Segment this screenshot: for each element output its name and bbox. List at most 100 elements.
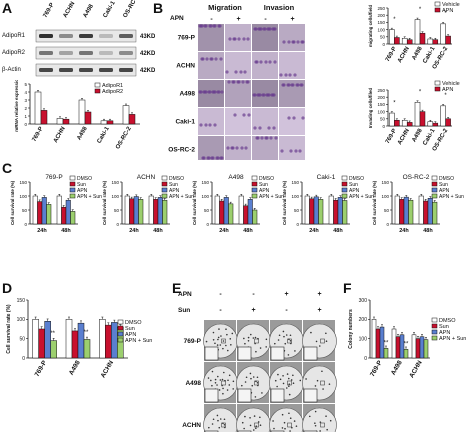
- bar: [84, 111, 92, 125]
- bar: [408, 199, 414, 225]
- zoom-inset: [237, 430, 252, 432]
- y-tick-label: 150: [17, 298, 26, 304]
- legend-swatch: [434, 86, 441, 92]
- cell-dot: [199, 123, 203, 127]
- bar: [418, 195, 424, 225]
- bar: [70, 211, 76, 225]
- legend-label: Vehicle: [442, 81, 460, 87]
- panel-label-b: B: [153, 0, 164, 16]
- y-tick-label: 0: [382, 124, 385, 129]
- colony-dot: [254, 336, 257, 339]
- colony-dot: [220, 335, 222, 337]
- colony-dot: [253, 415, 256, 417]
- cell-dot: [282, 40, 286, 44]
- colony-plate: [302, 407, 337, 432]
- legend-label: APN: [77, 188, 88, 194]
- colony-dot: [277, 373, 279, 376]
- colony-dot: [217, 419, 219, 422]
- category-label: 48h: [243, 228, 253, 234]
- zoom-region-box: [254, 422, 259, 428]
- bar: [65, 199, 71, 225]
- colony-dot: [217, 338, 219, 341]
- colony-dot: [281, 427, 284, 429]
- bar: [223, 197, 229, 225]
- colony-dot: [291, 426, 293, 429]
- colony-dot: [261, 392, 263, 394]
- colony-dot: [314, 410, 317, 413]
- bar: [44, 321, 51, 359]
- panel-b-invasion-chart: 0 50 100 150 200 250 Invading cells/filed 769-P…: [368, 80, 460, 152]
- cell-dot: [292, 40, 296, 44]
- category-label: ACHN: [100, 359, 116, 379]
- cell-dot: [239, 70, 243, 74]
- colony-dot: [255, 350, 257, 353]
- legend-swatch: [431, 175, 438, 181]
- legend-label: APN: [439, 188, 450, 194]
- micrograph-cell: [198, 136, 224, 160]
- cell-dot: [280, 149, 284, 153]
- bar: [40, 110, 48, 125]
- cell-dot: [273, 60, 277, 64]
- cell-dot: [219, 57, 223, 61]
- colony-dot: [211, 384, 213, 387]
- micrograph-cell: [225, 52, 251, 79]
- colony-dot: [292, 382, 295, 385]
- panel-label-f: F: [343, 280, 352, 296]
- zoom-region-box: [320, 422, 325, 428]
- bar: [247, 199, 253, 225]
- legend-swatch: [69, 193, 76, 199]
- cell-dot: [287, 83, 291, 87]
- sun-sign: +: [251, 307, 255, 314]
- legend-label: Sun: [125, 326, 135, 332]
- zoom-inset: [204, 346, 219, 361]
- legend-label: DMSO: [77, 176, 92, 182]
- y-tick-label: 150: [377, 102, 385, 107]
- y-tick-label: 200: [377, 13, 385, 18]
- cell-dot: [242, 113, 246, 117]
- y-axis-label: Cell survival rate (%): [372, 180, 377, 225]
- category-label: 769-P: [385, 128, 398, 145]
- blot-band: [79, 68, 93, 72]
- colony-dot: [283, 335, 285, 338]
- category-label: 24h: [309, 228, 319, 234]
- cell-dot: [264, 60, 268, 64]
- colony-dot: [243, 337, 245, 340]
- legend-label: DMSO: [259, 176, 274, 182]
- category-label: 24h: [399, 228, 409, 234]
- bar: [403, 196, 409, 225]
- y-tick-label: 50: [22, 208, 28, 213]
- colony-dot: [321, 370, 323, 373]
- y-tick-label: 50: [19, 336, 25, 342]
- cell-dot: [263, 27, 267, 31]
- cell-dot: [282, 83, 286, 87]
- y-axis-label: migrating cells/field: [368, 5, 373, 48]
- legend-label: DMSO: [439, 176, 454, 182]
- bar: [100, 120, 108, 125]
- cell-dot: [244, 146, 248, 150]
- y-tick-label: 0: [116, 222, 119, 227]
- cell-dot: [256, 136, 260, 140]
- micrograph-cell: [198, 80, 224, 107]
- apn-sign: +: [236, 16, 240, 23]
- lane-label: A498: [83, 3, 96, 19]
- legend-swatch: [341, 193, 348, 199]
- colony-dot: [287, 377, 290, 380]
- y-tick-label: 50: [380, 35, 386, 40]
- y-tick-label: 100: [201, 194, 209, 199]
- colony-dot: [225, 328, 227, 331]
- blot-band: [39, 34, 53, 38]
- colony-dot: [252, 337, 255, 339]
- colony-dot: [212, 418, 215, 421]
- colony-dot: [314, 424, 317, 427]
- cell-dot: [288, 73, 292, 77]
- colony-dot: [325, 332, 327, 335]
- cell-dot: [204, 90, 208, 94]
- micrograph-cell: [198, 52, 224, 79]
- category-label: A498: [76, 125, 89, 141]
- category-label: A498: [390, 359, 404, 376]
- bar: [333, 199, 339, 225]
- y-axis-label: Cell survival rate (%): [282, 180, 287, 225]
- cell-dot: [272, 93, 276, 97]
- y-tick-label: 4: [24, 90, 27, 95]
- legend-swatch: [341, 181, 348, 187]
